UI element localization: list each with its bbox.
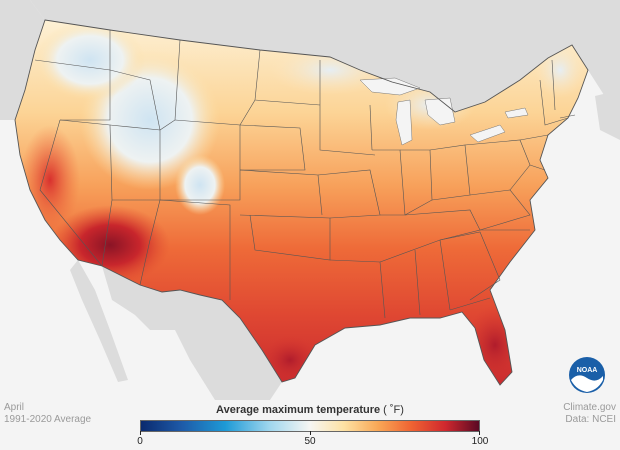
surrounding-land [0, 0, 620, 400]
period-range: 1991-2020 Average [4, 414, 92, 425]
scale-tick-label: 50 [304, 436, 316, 447]
scale-tick-mark [310, 431, 311, 435]
temperature-map [0, 0, 620, 400]
scale-tick-mark [140, 431, 141, 435]
legend-unit: ( ˚F) [383, 404, 404, 416]
period-caption: April 1991-2020 Average [4, 402, 91, 426]
source-site: Climate.gov [563, 402, 616, 413]
state-borders [14, 19, 589, 386]
scale-tick-label: 0 [137, 436, 143, 447]
scale-tick-label: 100 [471, 436, 489, 447]
conus-temperature-field [15, 20, 588, 385]
noaa-logo-icon: NOAA [569, 357, 605, 393]
scale-tick-mark [479, 431, 480, 435]
legend-title: Average maximum temperature ( ˚F) [140, 404, 480, 416]
source-caption: Climate.gov Data: NCEI [563, 402, 616, 426]
source-data: Data: NCEI [565, 414, 616, 425]
noaa-logo-text: NOAA [577, 367, 598, 374]
legend-title-text: Average maximum temperature [216, 404, 381, 416]
great-lakes [359, 77, 529, 146]
period-month: April [4, 402, 25, 413]
